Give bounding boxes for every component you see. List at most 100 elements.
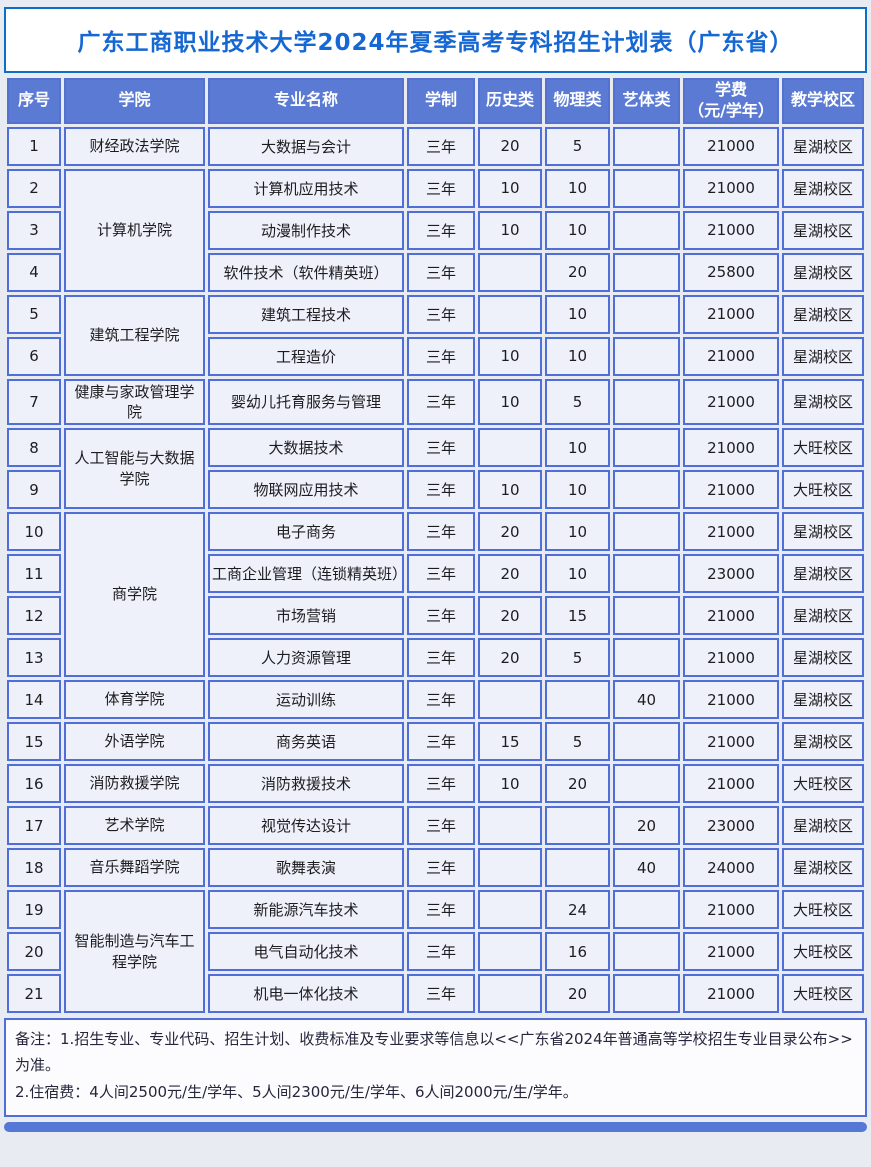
table-row: 8 人工智能与大数据学院 大数据技术 三年 10 21000 大旺校区 <box>7 428 864 510</box>
table-row: 1 财经政法学院 大数据与会计 三年 20 5 21000 星湖校区 <box>7 126 864 166</box>
cell-physics: 20 <box>545 974 610 1014</box>
cell-arts <box>613 974 680 1014</box>
cell-arts <box>613 554 680 594</box>
col-header-index: 序号 <box>7 78 61 124</box>
cell-tuition: 21000 <box>683 294 779 334</box>
cell-index: 9 <box>7 470 61 510</box>
cell-history: 20 <box>478 554 542 594</box>
col-header-tuition: 学费 （元/学年） <box>683 78 779 124</box>
cell-duration: 三年 <box>407 554 475 594</box>
col-header-label: 历史类 <box>485 90 534 110</box>
cell-index: 13 <box>7 638 61 678</box>
page-title: 广东工商职业技术大学2024年夏季高考专科招生计划表（广东省） <box>4 7 867 73</box>
cell-major: 电子商务 <box>208 512 404 552</box>
cell-tuition: 21000 <box>683 932 779 972</box>
cell-arts <box>613 252 680 292</box>
table-row: 4 软件技术（软件精英班） 三年 20 25800 星湖校区 <box>7 252 864 292</box>
cell-tuition: 21000 <box>683 378 779 426</box>
cell-campus: 大旺校区 <box>782 764 864 804</box>
cell-arts <box>613 512 680 552</box>
cell-duration: 三年 <box>407 168 475 208</box>
cell-college: 财经政法学院 <box>64 126 205 166</box>
table-row: 19 智能制造与汽车工程学院 新能源汽车技术 三年 24 21000 大旺校区 <box>7 890 864 1014</box>
cell-index: 11 <box>7 554 61 594</box>
cell-duration: 三年 <box>407 126 475 166</box>
cell-college: 外语学院 <box>64 722 205 762</box>
cell-history: 10 <box>478 336 542 376</box>
cell-physics: 10 <box>545 470 610 510</box>
cell-college: 建筑工程学院 <box>64 294 205 376</box>
cell-duration: 三年 <box>407 638 475 678</box>
cell-physics <box>545 806 610 846</box>
cell-physics: 24 <box>545 890 610 930</box>
cell-major: 建筑工程技术 <box>208 294 404 334</box>
cell-history: 20 <box>478 126 542 166</box>
cell-physics: 10 <box>545 428 610 468</box>
cell-campus: 星湖校区 <box>782 554 864 594</box>
cell-college: 计算机学院 <box>64 168 205 292</box>
cell-index: 14 <box>7 680 61 720</box>
col-header-label: 序号 <box>17 90 50 110</box>
table-row: 21 机电一体化技术 三年 20 21000 大旺校区 <box>7 974 864 1014</box>
cell-physics <box>545 848 610 888</box>
horizontal-scrollbar-thumb[interactable] <box>4 1121 867 1132</box>
note-line-1: 备注：1.招生专业、专业代码、招生计划、收费标准及专业要求等信息以<<广东省20… <box>15 1030 853 1075</box>
cell-tuition: 21000 <box>683 336 779 376</box>
cell-major: 大数据技术 <box>208 428 404 468</box>
cell-major: 新能源汽车技术 <box>208 890 404 930</box>
cell-college: 体育学院 <box>64 680 205 720</box>
table-row: 11 工商企业管理（连锁精英班） 三年 20 10 23000 星湖校区 <box>7 554 864 594</box>
cell-history: 10 <box>478 470 542 510</box>
cell-index: 17 <box>7 806 61 846</box>
cell-campus: 星湖校区 <box>782 638 864 678</box>
col-header-physics: 物理类 <box>545 78 610 124</box>
cell-duration: 三年 <box>407 470 475 510</box>
col-header-history: 历史类 <box>478 78 542 124</box>
table-row: 10 商学院 电子商务 三年 20 10 21000 星湖校区 <box>7 512 864 678</box>
cell-arts <box>613 428 680 468</box>
cell-arts <box>613 932 680 972</box>
cell-arts: 20 <box>613 806 680 846</box>
cell-major: 视觉传达设计 <box>208 806 404 846</box>
cell-duration: 三年 <box>407 806 475 846</box>
cell-history: 10 <box>478 210 542 250</box>
cell-index: 20 <box>7 932 61 972</box>
table-row: 2 计算机学院 计算机应用技术 三年 10 10 21000 星湖校区 <box>7 168 864 292</box>
cell-campus: 星湖校区 <box>782 722 864 762</box>
cell-index: 10 <box>7 512 61 552</box>
cell-physics <box>545 680 610 720</box>
cell-arts <box>613 168 680 208</box>
cell-physics: 5 <box>545 126 610 166</box>
cell-major: 软件技术（软件精英班） <box>208 252 404 292</box>
cell-major: 计算机应用技术 <box>208 168 404 208</box>
cell-history: 10 <box>478 168 542 208</box>
cell-duration: 三年 <box>407 252 475 292</box>
col-header-label: 专业名称 <box>273 90 338 110</box>
cell-physics: 10 <box>545 512 610 552</box>
col-header-major: 专业名称 <box>208 78 404 124</box>
cell-major: 动漫制作技术 <box>208 210 404 250</box>
cell-arts <box>613 890 680 930</box>
cell-index: 3 <box>7 210 61 250</box>
cell-tuition: 23000 <box>683 806 779 846</box>
col-header-duration: 学制 <box>407 78 475 124</box>
col-header-arts: 艺体类 <box>613 78 680 124</box>
col-header-college: 学院 <box>64 78 205 124</box>
cell-physics: 5 <box>545 722 610 762</box>
cell-campus: 星湖校区 <box>782 126 864 166</box>
cell-physics: 5 <box>545 638 610 678</box>
table-row: 9 物联网应用技术 三年 10 10 21000 大旺校区 <box>7 470 864 510</box>
cell-arts <box>613 126 680 166</box>
cell-physics: 10 <box>545 336 610 376</box>
col-header-label: 物理类 <box>553 90 602 110</box>
table-body: 1 财经政法学院 大数据与会计 三年 20 5 21000 星湖校区 2 计算机学院 计算机应用技术… <box>7 126 864 1014</box>
cell-arts <box>613 638 680 678</box>
table-row: 7 健康与家政管理学院 婴幼儿托育服务与管理 三年 10 5 21000 星湖校区 <box>7 378 864 426</box>
cell-index: 18 <box>7 848 61 888</box>
col-header-sublabel: （元/学年） <box>688 100 774 120</box>
cell-duration: 三年 <box>407 932 475 972</box>
cell-major: 工商企业管理（连锁精英班） <box>208 554 407 594</box>
cell-history <box>478 806 542 846</box>
cell-arts <box>613 596 680 636</box>
cell-index: 16 <box>7 764 61 804</box>
